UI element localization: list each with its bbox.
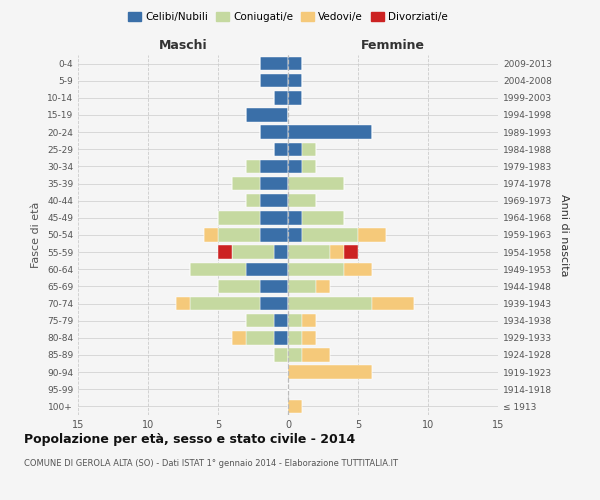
Bar	[274, 91, 288, 104]
Bar	[232, 246, 274, 259]
Text: Popolazione per età, sesso e stato civile - 2014: Popolazione per età, sesso e stato civil…	[24, 432, 355, 446]
Bar	[302, 348, 330, 362]
Bar	[218, 280, 260, 293]
Bar	[204, 228, 218, 241]
Bar	[302, 314, 316, 328]
Bar	[260, 74, 288, 88]
Bar	[302, 160, 316, 173]
Bar	[218, 246, 232, 259]
Bar	[316, 280, 330, 293]
Text: Femmine: Femmine	[361, 38, 425, 52]
Bar	[288, 366, 372, 379]
Bar	[288, 177, 344, 190]
Bar	[288, 280, 316, 293]
Bar	[302, 228, 358, 241]
Bar	[288, 297, 372, 310]
Bar	[246, 160, 260, 173]
Bar	[246, 108, 288, 122]
Bar	[344, 262, 372, 276]
Bar	[246, 331, 274, 344]
Bar	[288, 142, 302, 156]
Bar	[260, 228, 288, 241]
Y-axis label: Fasce di età: Fasce di età	[31, 202, 41, 268]
Bar	[330, 246, 344, 259]
Bar	[288, 348, 302, 362]
Bar	[288, 262, 344, 276]
Bar	[358, 228, 386, 241]
Bar	[260, 297, 288, 310]
Bar	[190, 297, 260, 310]
Bar	[288, 91, 302, 104]
Bar	[246, 314, 274, 328]
Legend: Celibi/Nubili, Coniugati/e, Vedovi/e, Divorziati/e: Celibi/Nubili, Coniugati/e, Vedovi/e, Di…	[124, 8, 452, 26]
Bar	[218, 211, 260, 224]
Bar	[288, 126, 372, 139]
Bar	[260, 126, 288, 139]
Bar	[176, 297, 190, 310]
Bar	[288, 160, 302, 173]
Bar	[288, 194, 316, 207]
Bar	[260, 177, 288, 190]
Bar	[260, 280, 288, 293]
Bar	[260, 57, 288, 70]
Bar	[288, 211, 302, 224]
Bar	[288, 74, 302, 88]
Bar	[288, 246, 330, 259]
Bar	[260, 194, 288, 207]
Bar	[274, 246, 288, 259]
Bar	[288, 400, 302, 413]
Bar	[246, 262, 288, 276]
Text: COMUNE DI GEROLA ALTA (SO) - Dati ISTAT 1° gennaio 2014 - Elaborazione TUTTITALI: COMUNE DI GEROLA ALTA (SO) - Dati ISTAT …	[24, 459, 398, 468]
Bar	[274, 348, 288, 362]
Bar	[288, 57, 302, 70]
Bar	[274, 142, 288, 156]
Text: Maschi: Maschi	[158, 38, 208, 52]
Bar	[288, 228, 302, 241]
Bar	[232, 331, 246, 344]
Bar	[372, 297, 414, 310]
Bar	[274, 331, 288, 344]
Y-axis label: Anni di nascita: Anni di nascita	[559, 194, 569, 276]
Bar	[232, 177, 260, 190]
Bar	[302, 211, 344, 224]
Bar	[260, 211, 288, 224]
Bar	[302, 331, 316, 344]
Bar	[274, 314, 288, 328]
Bar	[218, 228, 260, 241]
Bar	[302, 142, 316, 156]
Bar	[246, 194, 260, 207]
Bar	[288, 314, 302, 328]
Bar	[288, 331, 302, 344]
Bar	[344, 246, 358, 259]
Bar	[190, 262, 246, 276]
Bar	[260, 160, 288, 173]
